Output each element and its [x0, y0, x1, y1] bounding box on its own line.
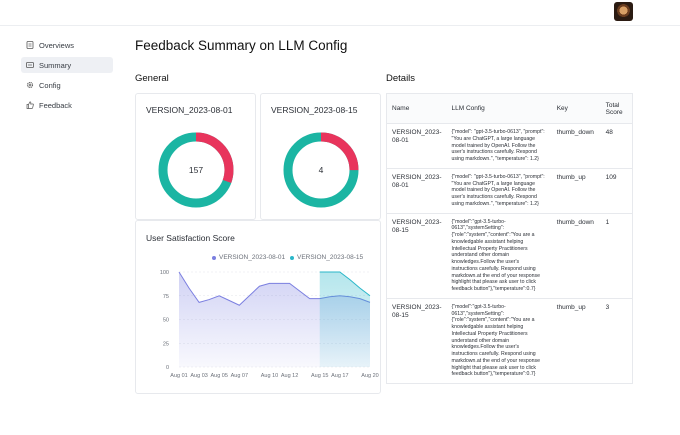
cell-score: 48	[600, 123, 633, 169]
table-row: VERSION_2023-08-15 {"model":"gpt-3.5-tur…	[386, 213, 633, 299]
donut-title: VERSION_2023-08-15	[271, 105, 358, 115]
satisfaction-area-chart: 0 25 50 75 100 Aug 01 Aug 03 Aug 05 Aug 07 Aug 10…	[160, 270, 379, 379]
cell-config: {"model": "gpt-3.5-turbo-0613", "prompt"…	[446, 123, 552, 169]
table-row: VERSION_2023-08-15 {"model":"gpt-3.5-tur…	[386, 298, 633, 385]
cell-key: thumb_down	[551, 123, 601, 169]
avatar[interactable]	[614, 2, 633, 21]
column-header-name[interactable]: Name	[386, 93, 447, 124]
donut-title: VERSION_2023-08-01	[146, 105, 233, 115]
table-header-row: Name LLM Config Key Total Score	[386, 93, 633, 124]
sidebar-item-label: Feedback	[39, 100, 72, 110]
x-tick-label: Aug 07	[231, 373, 248, 379]
cell-name: VERSION_2023-08-01	[386, 168, 447, 214]
y-tick-label: 25	[163, 341, 169, 347]
cell-name: VERSION_2023-08-15	[386, 298, 447, 385]
y-tick-label: 0	[166, 365, 169, 371]
column-header-total-score[interactable]: Total Score	[600, 93, 633, 124]
satisfaction-chart-card: User Satisfaction Score VERSION_2023-08-…	[135, 220, 381, 394]
donut-center-value: 4	[319, 165, 324, 175]
x-tick-label: Aug 03	[190, 373, 207, 379]
sidebar-item-label: Config	[39, 80, 61, 90]
cell-score: 3	[600, 298, 633, 385]
legend-label: VERSION_2023-08-15	[297, 254, 364, 261]
x-tick-label: Aug 20	[361, 373, 378, 379]
x-tick-label: Aug 12	[281, 373, 298, 379]
cell-config: {"model": "gpt-3.5-turbo-0613", "prompt"…	[446, 168, 552, 214]
donut-thumb-down-arc	[158, 132, 234, 208]
thumbs-up-icon	[26, 101, 34, 109]
legend-dot	[212, 255, 216, 260]
column-header-key[interactable]: Key	[551, 93, 601, 124]
x-tick-label: Aug 05	[210, 373, 227, 379]
summary-icon	[26, 61, 34, 69]
cell-name: VERSION_2023-08-15	[386, 213, 447, 299]
y-tick-label: 50	[163, 318, 169, 324]
legend-item-version-0801[interactable]: VERSION_2023-08-01	[212, 254, 285, 261]
column-header-llm-config[interactable]: LLM Config	[446, 93, 552, 124]
sidebar-item-summary[interactable]: Summary	[21, 57, 113, 73]
donut-chart-version-0801: 157	[158, 132, 234, 208]
cell-key: thumb_up	[551, 298, 601, 385]
gear-icon	[26, 81, 34, 89]
cell-name: VERSION_2023-08-01	[386, 123, 447, 169]
legend-item-version-0815[interactable]: VERSION_2023-08-15	[290, 254, 363, 261]
cell-config: {"model":"gpt-3.5-turbo-0613","systemSet…	[446, 213, 552, 299]
donut-chart-version-0815: 4	[283, 132, 359, 208]
details-section-title: Details	[386, 73, 416, 84]
donut-thumb-down-arc	[283, 132, 359, 208]
y-tick-label: 75	[163, 294, 169, 300]
y-tick-label: 100	[160, 270, 169, 276]
document-icon	[26, 41, 34, 49]
x-tick-label: Aug 17	[331, 373, 348, 379]
sidebar-item-config[interactable]: Config	[21, 77, 113, 93]
table-row: VERSION_2023-08-01 {"model": "gpt-3.5-tu…	[386, 123, 633, 169]
details-table: Name LLM Config Key Total Score VERSION_…	[386, 93, 633, 385]
legend-dot	[290, 255, 294, 260]
donut-center-value: 157	[189, 165, 203, 175]
x-tick-label: Aug 10	[261, 373, 278, 379]
cell-key: thumb_up	[551, 168, 601, 214]
cell-config: {"model":"gpt-3.5-turbo-0613","systemSet…	[446, 298, 552, 385]
chart-title: User Satisfaction Score	[146, 233, 235, 243]
top-bar	[0, 0, 680, 26]
page-title: Feedback Summary on LLM Config	[135, 38, 348, 53]
donut-card-version-0815: VERSION_2023-08-15 4	[260, 93, 381, 220]
table-row: VERSION_2023-08-01 {"model": "gpt-3.5-tu…	[386, 168, 633, 214]
sidebar: Overviews Summary Config Feedback	[21, 37, 113, 117]
x-tick-label: Aug 15	[311, 373, 328, 379]
x-tick-label: Aug 01	[170, 373, 187, 379]
donut-card-version-0801: VERSION_2023-08-01 157	[135, 93, 256, 220]
cell-key: thumb_down	[551, 213, 601, 299]
cell-score: 1	[600, 213, 633, 299]
series-line-2	[319, 271, 371, 297]
sidebar-item-feedback[interactable]: Feedback	[21, 97, 113, 113]
sidebar-item-label: Overviews	[39, 40, 75, 50]
series-area-2	[319, 272, 370, 367]
sidebar-item-label: Summary	[39, 60, 72, 70]
cell-score: 109	[600, 168, 633, 214]
legend-label: VERSION_2023-08-01	[219, 254, 286, 261]
sidebar-item-overviews[interactable]: Overviews	[21, 37, 113, 53]
general-section-title: General	[135, 73, 169, 84]
